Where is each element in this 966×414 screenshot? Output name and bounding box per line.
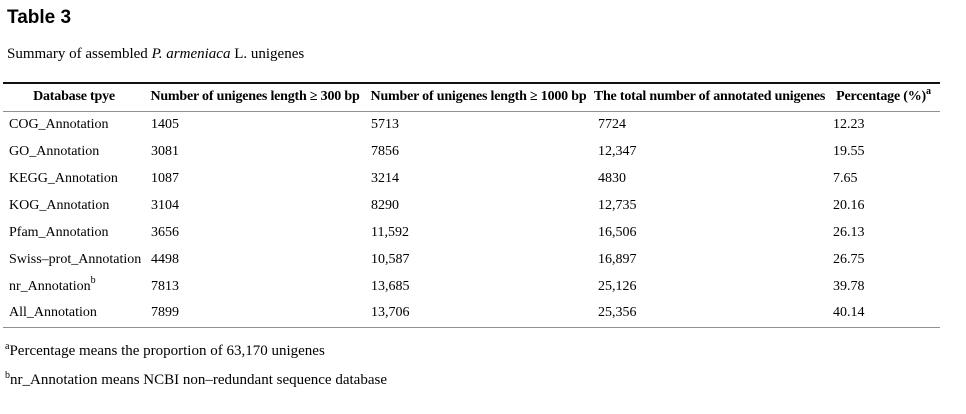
cell-n300: 3656: [151, 224, 179, 240]
table-row: Swiss–prot_Annotation 4498 10,587 16,897…: [3, 246, 940, 273]
database-label: KOG_Annotation: [9, 197, 110, 213]
cell-percentage: 20.16: [833, 197, 865, 213]
cell-n300: 1405: [151, 116, 179, 132]
footnote-a-text: Percentage means the proportion of 63,17…: [9, 342, 325, 359]
table-row: Pfam_Annotation 3656 11,592 16,506 26.13: [3, 219, 940, 246]
cell-total: 16,897: [598, 251, 637, 267]
cell-n300: 3104: [151, 197, 179, 213]
cell-n1000: 8290: [371, 197, 399, 213]
cell-total: 25,356: [598, 305, 637, 321]
caption-prefix: Summary of assembled: [7, 46, 152, 62]
cell-total: 25,126: [598, 278, 637, 294]
database-label: KEGG_Annotation: [9, 170, 118, 186]
footnote-a: aPercentage means the proportion of 63,1…: [5, 340, 966, 360]
col-header-unigenes-1000bp: Number of unigenes length ≥ 1000 bp: [365, 83, 592, 112]
col-header-total-annotated: The total number of annotated unigenes: [592, 83, 827, 112]
cell-percentage: 39.78: [833, 278, 865, 294]
cell-percentage: 12.23: [833, 116, 865, 132]
table-row: nr_Annotationb 7813 13,685 25,126 39.78: [3, 273, 940, 300]
table-header-row: Database tpye Number of unigenes length …: [3, 83, 940, 112]
footnote-b-marker: b: [90, 274, 96, 286]
cell-database: KOG_Annotation: [3, 192, 145, 219]
cell-total: 4830: [598, 170, 626, 186]
cell-database: KEGG_Annotation: [3, 165, 145, 192]
cell-database: Swiss–prot_Annotation: [3, 246, 145, 273]
caption-suffix: L. unigenes: [230, 46, 305, 62]
cell-n1000: 10,587: [371, 251, 410, 267]
database-label: GO_Annotation: [9, 143, 100, 159]
cell-percentage: 26.13: [833, 224, 865, 240]
caption-species-name: P. armeniaca: [151, 46, 231, 62]
table-row: KOG_Annotation 3104 8290 12,735 20.16: [3, 192, 940, 219]
footnote-a-sup: a: [5, 340, 10, 352]
database-label: Pfam_Annotation: [9, 224, 109, 240]
footnote-a-marker: a: [926, 85, 931, 97]
cell-n300: 3081: [151, 143, 179, 159]
cell-total: 12,347: [598, 143, 637, 159]
footnote-b-sup: b: [5, 369, 10, 381]
cell-database: All_Annotation: [3, 300, 145, 327]
cell-percentage: 7.65: [833, 170, 858, 186]
table-row: All_Annotation 7899 13,706 25,356 40.14: [3, 300, 940, 327]
unigenes-summary-table: Database tpye Number of unigenes length …: [3, 82, 940, 328]
cell-n1000: 3214: [371, 170, 399, 186]
cell-percentage: 19.55: [833, 143, 865, 159]
cell-n300: 4498: [151, 251, 179, 267]
database-label: Swiss–prot_Annotation: [9, 251, 142, 267]
col-header-percentage: Percentage (%)a: [827, 83, 940, 112]
table-footnotes: aPercentage means the proportion of 63,1…: [5, 340, 966, 389]
col-header-unigenes-300bp: Number of unigenes length ≥ 300 bp: [145, 83, 365, 112]
footnote-b: bnr_Annotation means NCBI non–redundant …: [5, 369, 966, 389]
cell-database: Pfam_Annotation: [3, 219, 145, 246]
cell-total: 12,735: [598, 197, 637, 213]
cell-n1000: 13,706: [371, 305, 410, 321]
database-label: COG_Annotation: [9, 116, 109, 132]
cell-percentage: 26.75: [833, 251, 865, 267]
cell-database: GO_Annotation: [3, 138, 145, 165]
cell-n300: 7899: [151, 305, 179, 321]
database-label: All_Annotation: [9, 305, 97, 321]
table-row: GO_Annotation 3081 7856 12,347 19.55: [3, 138, 940, 165]
cell-n300: 1087: [151, 170, 179, 186]
cell-n1000: 11,592: [371, 224, 409, 240]
cell-n1000: 13,685: [371, 278, 410, 294]
col-header-database-type: Database tpye: [3, 83, 145, 112]
cell-database: COG_Annotation: [3, 111, 145, 138]
cell-percentage: 40.14: [833, 305, 865, 321]
table-caption: Summary of assembled P. armeniaca L. uni…: [0, 29, 966, 63]
cell-n1000: 7856: [371, 143, 399, 159]
cell-n1000: 5713: [371, 116, 399, 132]
cell-database: nr_Annotationb: [3, 273, 145, 300]
database-label: nr_Annotation: [9, 278, 91, 294]
cell-n300: 7813: [151, 278, 179, 294]
cell-total: 16,506: [598, 224, 637, 240]
col-header-percentage-label: Percentage (%): [836, 89, 927, 105]
table-number-title: Table 3: [7, 7, 72, 28]
table-row: KEGG_Annotation 1087 3214 4830 7.65: [3, 165, 940, 192]
cell-total: 7724: [598, 116, 626, 132]
footnote-b-text: nr_Annotation means NCBI non–redundant s…: [10, 371, 387, 388]
table-row: COG_Annotation 1405 5713 7724 12.23: [3, 111, 940, 138]
